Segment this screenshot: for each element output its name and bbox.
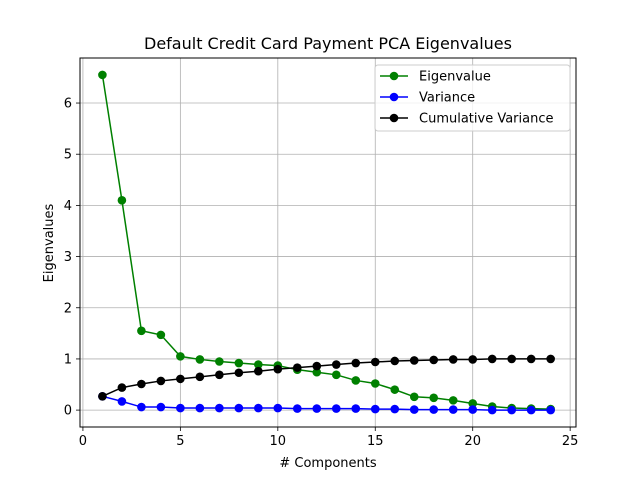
- eigenvalue-point: [195, 355, 205, 364]
- variance-point: [390, 404, 400, 414]
- eigenvalue-point: [156, 330, 166, 340]
- eigenvalue-point: [234, 358, 244, 368]
- cumulative-variance-point: [176, 374, 185, 384]
- x-tick-label: 20: [464, 434, 481, 449]
- eigenvalue-point: [409, 392, 419, 402]
- variance-point: [468, 405, 478, 414]
- variance-point: [507, 405, 516, 415]
- eigenvalue-point: [370, 379, 380, 388]
- data-series: [98, 70, 555, 415]
- legend-variance-label: Variance: [419, 91, 475, 106]
- cumulative-variance-point: [546, 354, 555, 364]
- variance-point: [215, 403, 224, 413]
- y-tick-label: 1: [64, 352, 72, 367]
- cumulative-variance-point: [117, 383, 127, 392]
- eigenvalue-point: [254, 360, 263, 369]
- cumulative-variance-point: [98, 391, 107, 401]
- variance-point: [331, 404, 341, 413]
- variance-point: [117, 397, 127, 406]
- cumulative-variance-point: [293, 363, 302, 372]
- eigenvalue-point: [137, 326, 146, 336]
- cumulative-variance-point: [390, 356, 400, 366]
- eigenvalue-point: [390, 385, 400, 394]
- variance-point: [156, 402, 166, 412]
- cumulative-variance-point: [156, 376, 166, 386]
- y-tick-label: 4: [64, 199, 72, 214]
- cumulative-variance-point: [351, 358, 361, 368]
- eigenvalue-point: [98, 70, 107, 80]
- eigenvalue-point: [312, 367, 322, 377]
- variance-point: [487, 405, 497, 415]
- legend-cumulative-variance-marker: [389, 113, 399, 123]
- legend-frame: [374, 64, 571, 132]
- y-tick-label: 3: [64, 250, 72, 265]
- chart-title: Default Credit Card Payment PCA Eigenval…: [144, 34, 512, 53]
- y-tick-label: 6: [64, 97, 72, 112]
- variance-point: [312, 404, 322, 413]
- eigenvalue-point: [429, 393, 439, 403]
- variance-point: [370, 404, 380, 414]
- cumulative-variance-point: [137, 379, 146, 389]
- variance-point: [254, 403, 263, 413]
- x-tick-label: 25: [562, 434, 579, 449]
- variance-point: [526, 405, 536, 415]
- legend: Eigenvalue Variance Cumulative Variance: [374, 64, 571, 132]
- x-tick-label: 5: [176, 434, 184, 449]
- eigenvalue-point: [215, 357, 224, 366]
- eigenvalue-point: [351, 376, 361, 385]
- variance-point: [137, 402, 146, 412]
- cumulative-variance-point: [429, 355, 439, 365]
- variance-point: [293, 404, 302, 413]
- variance-point: [448, 405, 458, 414]
- x-tick-label: 10: [270, 434, 287, 449]
- x-tick-label: 15: [367, 434, 384, 449]
- y-axis-label: Eigenvalues: [42, 203, 57, 282]
- variance-line: [102, 395, 551, 411]
- legend-eigenvalue-label: Eigenvalue: [419, 70, 491, 85]
- axis-ticks: 0 5 10 15 20 25 0 1 2 3 4 5 6: [64, 97, 579, 449]
- eigenvalue-point: [331, 370, 341, 380]
- cumulative-variance-point: [448, 355, 458, 364]
- cumulative-variance-point: [487, 354, 497, 364]
- cumulative-variance-point: [331, 360, 341, 369]
- variance-point: [351, 404, 361, 413]
- cumulative-variance-point: [215, 370, 224, 380]
- cumulative-variance-point: [254, 366, 263, 376]
- cumulative-variance-point: [507, 354, 516, 364]
- eigenvalue-point: [117, 195, 127, 205]
- variance-point: [429, 405, 439, 414]
- y-tick-label: 0: [64, 404, 72, 419]
- legend-cumulative-variance-label: Cumulative Variance: [419, 112, 554, 127]
- cumulative-variance-line: [102, 358, 551, 397]
- x-tick-label: 0: [79, 434, 87, 449]
- x-axis-label: # Components: [279, 456, 376, 471]
- eigenvalue-point: [468, 399, 478, 408]
- variance-point: [176, 403, 185, 413]
- eigenvalue-point: [176, 352, 185, 361]
- cumulative-variance-point: [409, 356, 419, 365]
- legend-eigenvalue-marker: [389, 71, 399, 81]
- variance-point: [409, 405, 419, 414]
- variance-point: [546, 405, 555, 415]
- variance-point: [234, 403, 244, 413]
- legend-variance-marker: [389, 92, 399, 102]
- cumulative-variance-point: [468, 355, 478, 364]
- cumulative-variance-point: [312, 361, 322, 371]
- y-tick-label: 5: [64, 148, 72, 163]
- cumulative-variance-point: [370, 357, 380, 367]
- variance-point: [195, 403, 205, 413]
- plot-area-frame: [79, 57, 577, 428]
- y-tick-label: 2: [64, 301, 72, 316]
- eigenvalue-point: [448, 396, 458, 405]
- variance-point: [273, 403, 283, 413]
- cumulative-variance-point: [234, 368, 244, 378]
- cumulative-variance-point: [195, 372, 205, 382]
- cumulative-variance-point: [526, 354, 536, 364]
- cumulative-variance-point: [273, 364, 283, 374]
